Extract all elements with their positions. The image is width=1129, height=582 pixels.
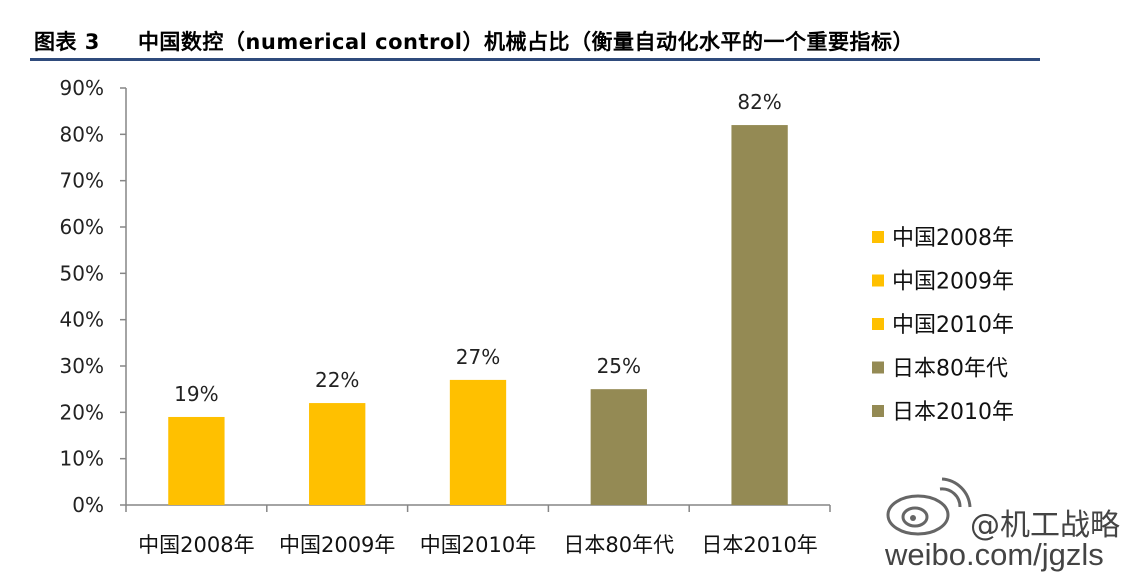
figure-title: 图表 3 中国数控（numerical control）机械占比（衡量自动化水平的…: [34, 26, 914, 56]
bar: [731, 125, 788, 506]
bar: [590, 389, 647, 505]
y-tick-label: 40%: [60, 308, 104, 332]
data-label: 19%: [174, 382, 218, 406]
data-label: 27%: [456, 345, 500, 369]
watermark-url: weibo.com/jgzls: [885, 537, 1104, 572]
y-tick-label: 90%: [60, 76, 104, 100]
bar: [449, 379, 507, 505]
legend-swatch: [872, 318, 884, 330]
y-tick-label: 60%: [60, 215, 104, 239]
y-tick-label: 50%: [60, 261, 104, 285]
data-label: 25%: [597, 354, 641, 378]
legend-label: 日本2010年: [892, 400, 1014, 425]
y-tick-label: 80%: [60, 122, 104, 146]
bar: [309, 403, 366, 505]
title-rule: [30, 58, 1040, 61]
data-label: 22%: [315, 368, 359, 392]
y-tick-label: 0%: [72, 493, 104, 517]
legend-label: 日本80年代: [892, 357, 1008, 382]
legend-swatch: [872, 361, 884, 374]
x-tick-label: 日本2010年: [701, 533, 817, 557]
value-labels: 19% 22% 27% 25% 82%: [174, 90, 782, 406]
x-axis: 中国2008年 中国2009年 中国2010年 日本80年代 日本2010年: [125, 504, 831, 557]
figure-title-text: 中国数控（numerical control）机械占比（衡量自动化水平的一个重要…: [137, 30, 914, 54]
x-tick-label: 中国2010年: [420, 533, 536, 557]
legend-swatch: [872, 274, 884, 287]
legend-swatch: [872, 405, 884, 417]
x-tick-label: 日本80年代: [563, 533, 674, 557]
bars: [168, 125, 788, 506]
y-tick-label: 20%: [60, 400, 104, 424]
figure-label: 图表 3: [34, 30, 100, 54]
watermark: @机工战略 weibo.com/jgzls: [880, 475, 1125, 575]
bar: [168, 416, 225, 505]
watermark-handle: @机工战略: [970, 508, 1120, 543]
legend-label: 中国2009年: [892, 270, 1014, 295]
legend-swatch: [872, 231, 884, 243]
y-tick-label: 70%: [60, 169, 104, 193]
legend-label: 中国2008年: [892, 226, 1014, 251]
y-axis: 0% 10% 20% 30% 40% 50% 60% 70% 80% 90%: [60, 76, 127, 517]
y-tick-label: 10%: [60, 447, 104, 471]
y-tick-label: 30%: [60, 354, 104, 378]
x-tick-label: 中国2009年: [279, 533, 395, 557]
x-tick-label: 中国2008年: [138, 533, 254, 557]
weibo-logo-icon: [886, 477, 972, 536]
data-label: 82%: [737, 90, 781, 114]
legend-label: 中国2010年: [892, 313, 1014, 338]
